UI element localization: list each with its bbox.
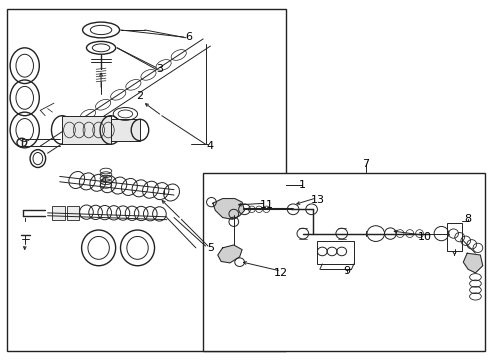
Bar [111, 119, 140, 141]
Text: 7: 7 [362, 159, 369, 169]
Text: 5: 5 [206, 243, 214, 253]
Polygon shape [462, 253, 482, 273]
Text: 11: 11 [259, 200, 273, 210]
Text: 1: 1 [298, 180, 305, 190]
Text: 8: 8 [464, 214, 471, 224]
Polygon shape [217, 245, 242, 263]
Bar [447, 223, 461, 251]
Text: 4: 4 [206, 141, 214, 151]
Text: 2: 2 [136, 91, 143, 101]
Bar [7, 9, 285, 351]
Text: 13: 13 [310, 195, 324, 204]
Bar [203, 173, 484, 351]
Bar [317, 241, 353, 264]
Bar [62, 116, 111, 144]
Text: 12: 12 [273, 268, 287, 278]
Text: 6: 6 [184, 32, 192, 42]
Text: 3: 3 [156, 64, 163, 74]
Bar [67, 206, 79, 220]
Polygon shape [212, 199, 244, 219]
Text: 9: 9 [343, 266, 349, 276]
Bar [52, 206, 64, 220]
Text: 10: 10 [417, 232, 430, 242]
